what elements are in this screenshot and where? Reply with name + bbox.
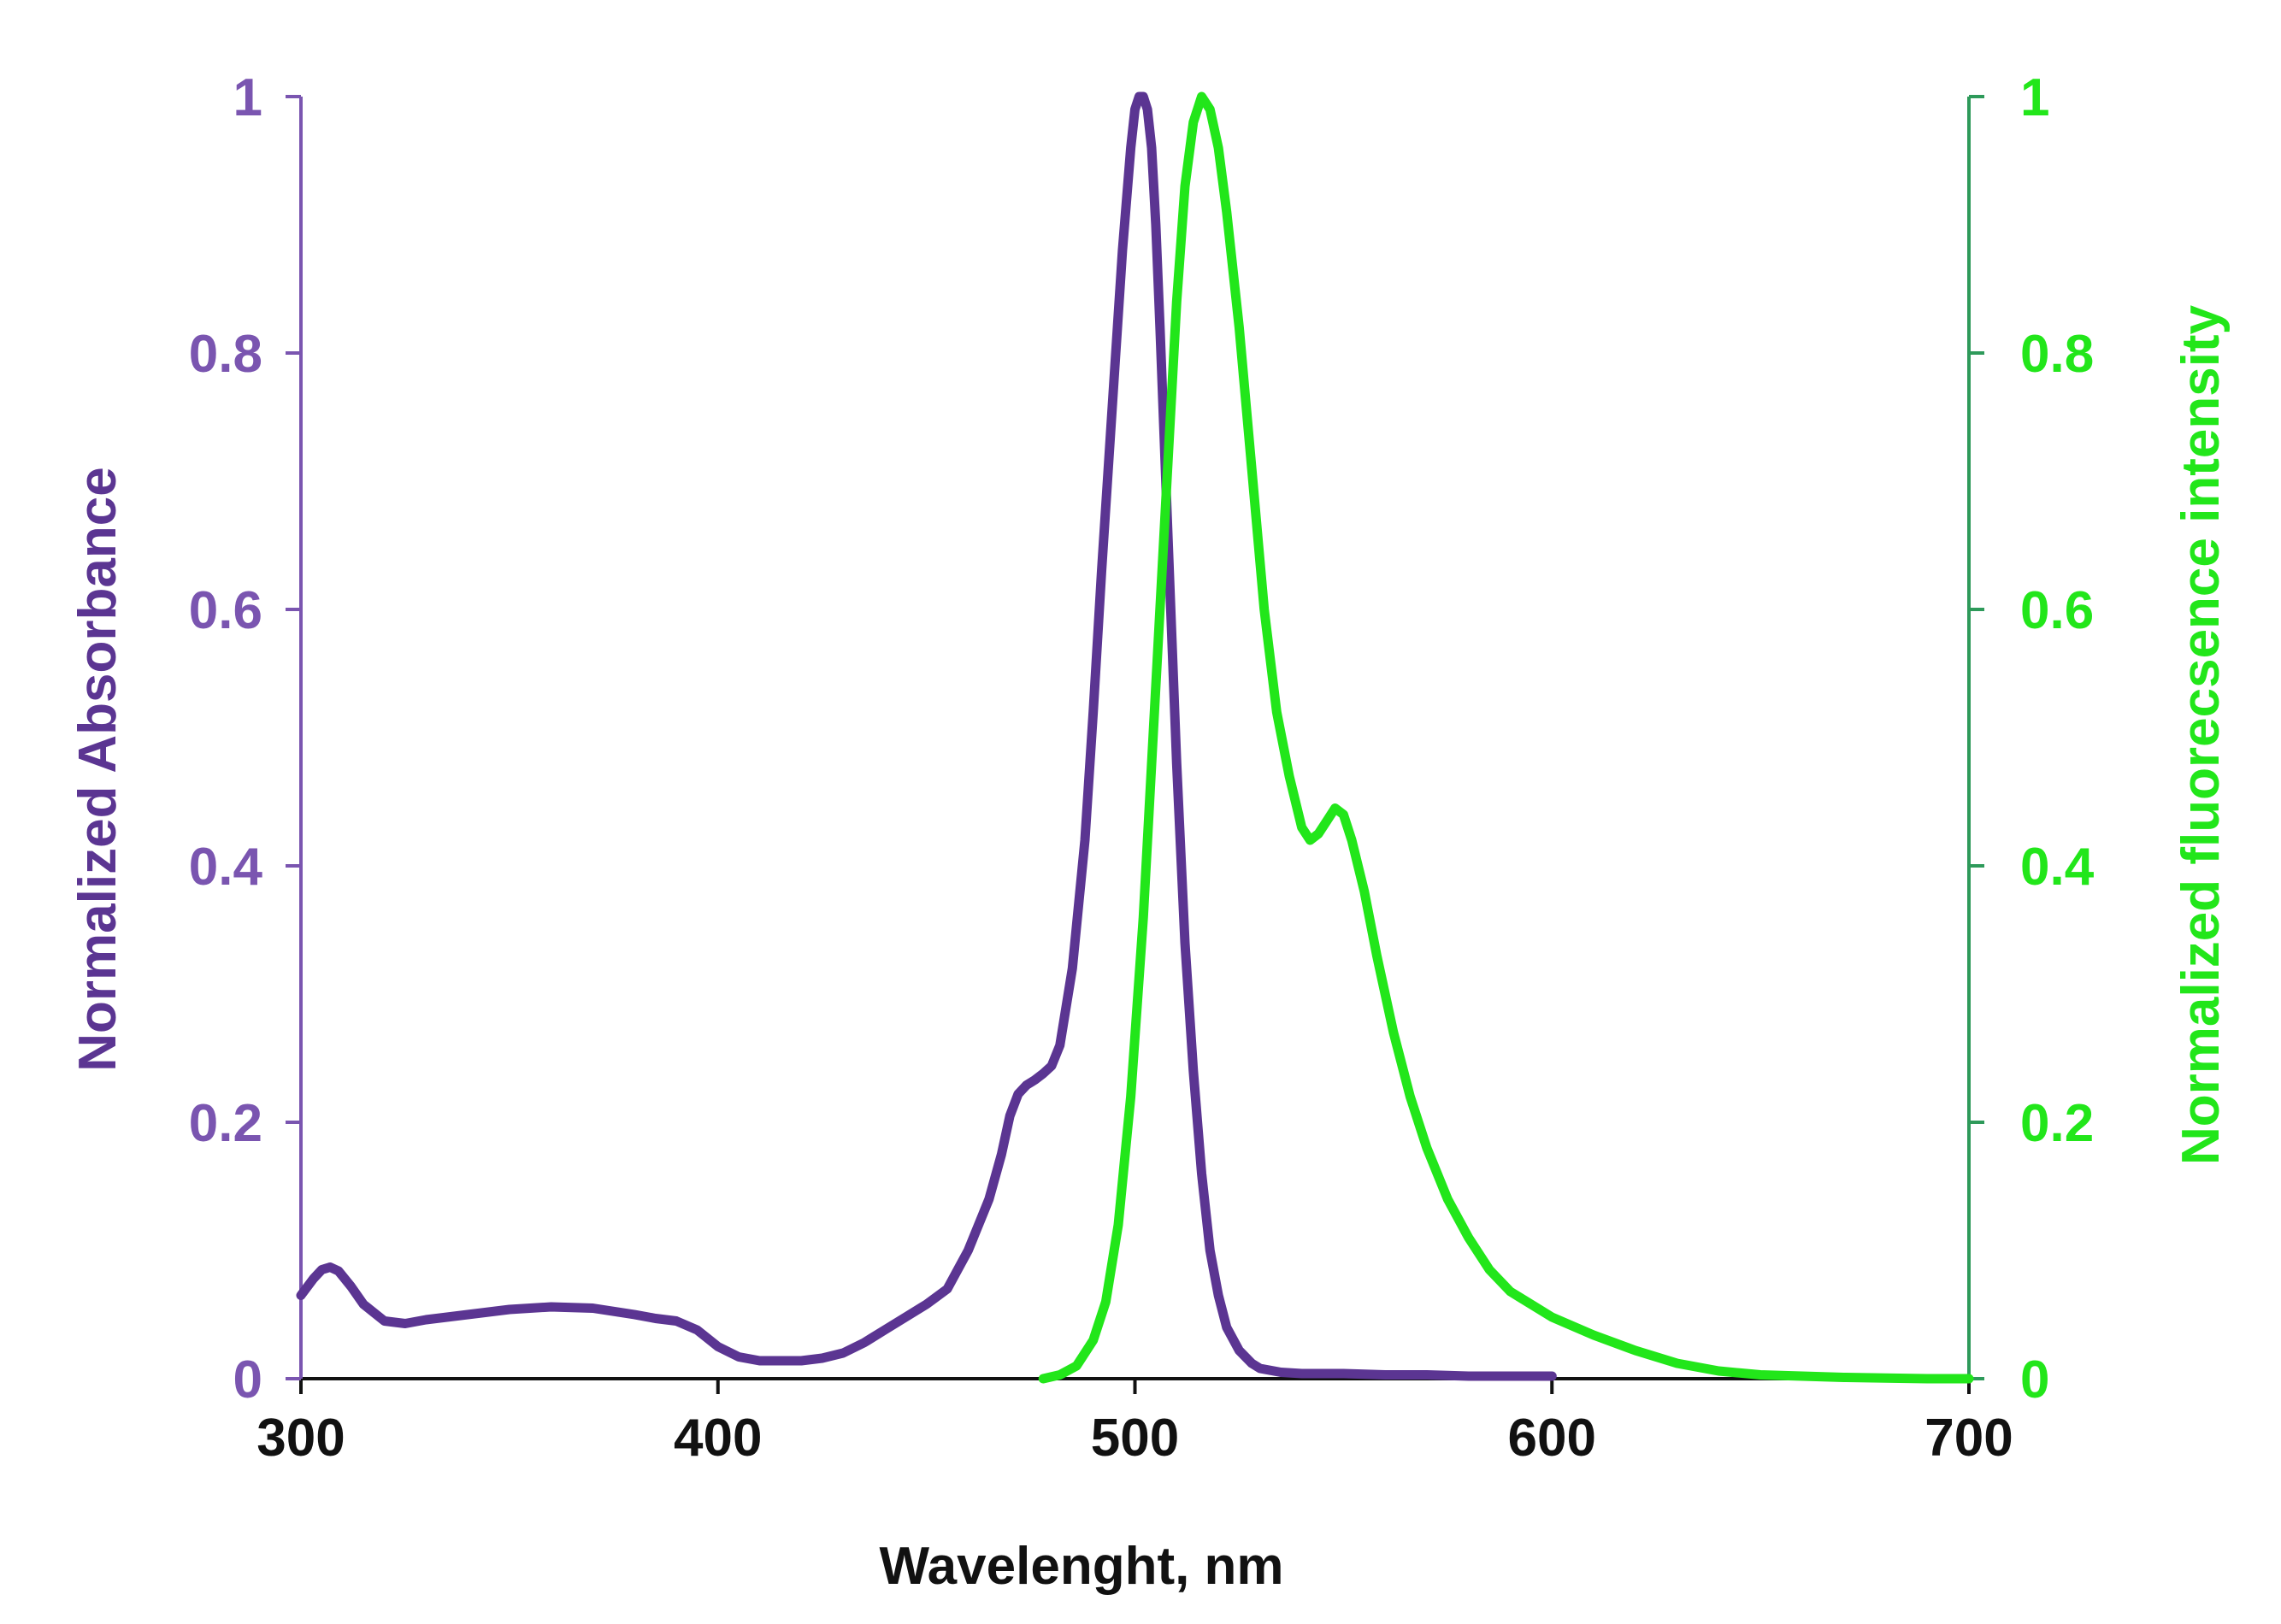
y-left-tick-label: 0.6 xyxy=(189,581,262,640)
y-right-tick-label: 1 xyxy=(2020,68,2049,127)
x-tick-label: 700 xyxy=(1924,1409,2013,1468)
y-axis-left: 0 0.2 0.4 0.6 0.8 1 xyxy=(189,68,303,1409)
fluorescence-line xyxy=(1038,91,1974,1384)
y-right-tick-label: 0.4 xyxy=(2020,838,2095,897)
y-left-tick-label: 1 xyxy=(233,68,262,127)
x-tick-label: 300 xyxy=(256,1409,345,1468)
y-right-tick-label: 0.6 xyxy=(2020,581,2094,640)
y-left-tick-label: 0.8 xyxy=(189,325,262,384)
y-right-tick-label: 0.2 xyxy=(2020,1094,2094,1153)
y-right-tick-label: 0.8 xyxy=(2020,325,2094,384)
x-tick-label: 600 xyxy=(1508,1409,1596,1468)
y-left-tick-label: 0 xyxy=(233,1350,262,1409)
x-axis: 300 400 500 600 700 xyxy=(256,1377,2013,1468)
x-axis-title: Wavelenght, nm xyxy=(879,1537,1283,1596)
absorbance-line xyxy=(296,91,1557,1381)
y-left-tick-label: 0.4 xyxy=(189,838,263,897)
x-tick-label: 400 xyxy=(674,1409,762,1468)
y-axis-right: 0 0.2 0.4 0.6 0.8 1 xyxy=(1967,68,2095,1409)
x-tick-label: 500 xyxy=(1091,1409,1179,1468)
y-axis-left-title: Normalized Absorbance xyxy=(68,467,127,1071)
y-right-tick-label: 0 xyxy=(2020,1350,2049,1409)
y-left-tick-label: 0.2 xyxy=(189,1094,262,1153)
y-axis-right-title: Normalized fluorecsence intensity xyxy=(2172,304,2231,1165)
series-layer xyxy=(296,91,1974,1384)
